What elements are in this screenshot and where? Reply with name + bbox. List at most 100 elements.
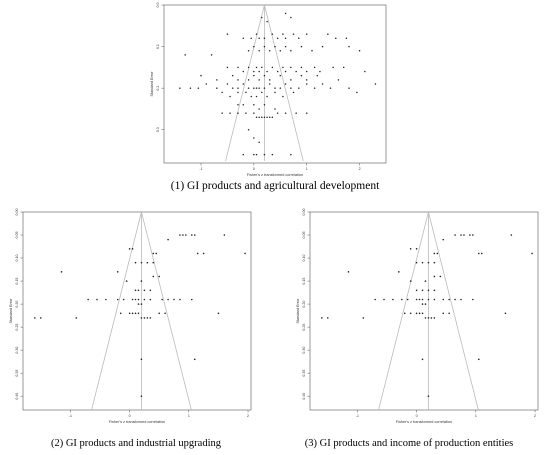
data-point [143, 289, 146, 292]
x-tick-label: 2 [534, 414, 536, 418]
y-tick-label: 0.0 [156, 3, 160, 8]
data-point [276, 37, 279, 40]
data-point [415, 298, 418, 301]
data-point [298, 87, 300, 89]
data-point [122, 298, 125, 301]
data-point [140, 358, 143, 361]
data-point [247, 87, 250, 89]
y-tick-label: 0.20 [15, 301, 19, 308]
data-point [242, 37, 245, 40]
data-point [258, 141, 260, 143]
data-point [242, 153, 245, 156]
data-point [427, 317, 430, 319]
funnel-right-line [428, 211, 479, 411]
data-point [469, 234, 471, 236]
y-axis-title: Standard Error [9, 298, 13, 324]
data-point [128, 312, 131, 315]
y-tick-label: 0.10 [15, 255, 19, 262]
data-point [430, 317, 433, 319]
y-tick-label: 0.1 [156, 44, 160, 49]
data-point [415, 248, 418, 250]
data-point [279, 49, 282, 52]
plot-frame [309, 211, 539, 411]
data-point [237, 79, 239, 81]
data-point [119, 312, 122, 315]
data-point [268, 83, 271, 85]
caption-industrial-upgrading: (2) GI products and industrial upgrading [50, 438, 221, 449]
x-tick-label: 1 [475, 414, 477, 418]
data-point [439, 275, 442, 278]
y-tick-label: 0.00 [15, 209, 19, 216]
data-point [418, 298, 421, 301]
data-point [433, 261, 436, 264]
funnel-plot-3-svg: -1 0 1 2 0.00 0.05 0.10 0.15 0.20 0.25 0.30 0.35 0.4… [296, 209, 539, 424]
data-point [253, 70, 255, 73]
data-point [137, 312, 140, 315]
data-point [305, 33, 308, 35]
data-point [374, 83, 377, 85]
data-point [268, 79, 271, 81]
data-point [253, 153, 255, 156]
data-point [253, 112, 255, 114]
data-point [409, 312, 412, 315]
data-point [258, 108, 260, 110]
data-point [247, 128, 250, 131]
data-point [229, 112, 231, 114]
data-point [448, 312, 450, 315]
data-point [290, 49, 292, 52]
data-point [167, 298, 169, 301]
data-point [300, 74, 303, 77]
data-point [305, 79, 308, 81]
data-point [261, 116, 263, 119]
data-point [268, 116, 271, 119]
data-point [244, 252, 246, 255]
data-point [105, 298, 107, 301]
data-points [34, 234, 246, 397]
data-point [477, 252, 480, 255]
data-point [266, 20, 268, 23]
data-point [433, 252, 436, 255]
funnel-plot-agricultural-development: -1 0 1 2 0.0 0.1 0.2 0.3 Fisher's z transformed … [150, 3, 390, 177]
data-point [531, 252, 533, 255]
data-point [274, 91, 276, 94]
data-point [329, 87, 332, 89]
data-point [427, 395, 430, 397]
data-point [149, 317, 152, 319]
data-point [424, 303, 427, 305]
data-point [427, 289, 430, 292]
y-tick-label: 0.25 [15, 324, 19, 331]
data-point [247, 79, 250, 81]
data-point [263, 104, 266, 106]
data-point [342, 66, 345, 69]
data-point [261, 66, 263, 69]
data-point [348, 45, 350, 48]
data-point [305, 83, 308, 85]
data-point [237, 104, 239, 106]
x-tick-label: 0 [416, 414, 418, 418]
data-point [87, 298, 89, 301]
data-point [433, 298, 436, 301]
data-point [125, 280, 128, 282]
data-point [143, 298, 146, 301]
data-point [253, 137, 255, 139]
y-tick-label: 0.2 [156, 86, 160, 91]
data-point [39, 317, 42, 319]
data-point [400, 298, 403, 301]
data-point [152, 261, 155, 264]
data-point [205, 83, 208, 85]
data-point [279, 74, 282, 77]
data-point [200, 74, 202, 77]
data-point [210, 54, 213, 56]
data-point [298, 37, 300, 40]
data-point [433, 275, 436, 278]
data-point [442, 312, 445, 315]
data-point [313, 87, 316, 89]
funnel-lines [91, 211, 192, 411]
data-point [196, 252, 199, 255]
data-point [448, 298, 450, 301]
funnel-lines [378, 211, 479, 411]
data-point [282, 66, 284, 69]
x-tick-label: 0 [129, 414, 131, 418]
data-point [295, 70, 297, 73]
data-point [374, 298, 376, 301]
